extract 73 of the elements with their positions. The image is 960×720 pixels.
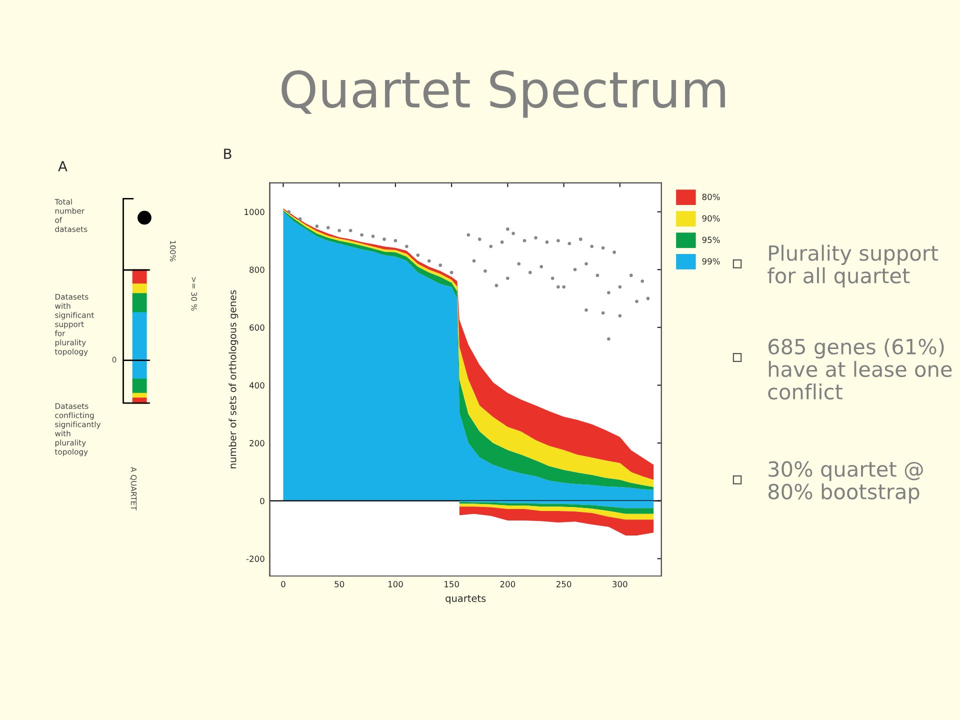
chart-title: B <box>224 148 232 159</box>
y-tick-label: 400 <box>249 382 264 389</box>
point <box>601 246 605 250</box>
point <box>466 233 470 237</box>
x-tick-label: 200 <box>500 581 516 588</box>
point <box>528 270 532 274</box>
x-tick-label: 50 <box>334 581 344 588</box>
point <box>556 285 560 289</box>
legend-label: 95% <box>702 236 720 243</box>
point <box>629 274 633 278</box>
point <box>590 244 594 248</box>
point <box>517 262 521 266</box>
x-tick-label: 0 <box>281 581 286 588</box>
point <box>416 253 420 257</box>
x-tick-label: 150 <box>444 581 459 588</box>
point <box>522 238 526 242</box>
point <box>556 238 560 242</box>
point <box>315 224 319 228</box>
point <box>427 259 431 263</box>
text: Plurality support for all quartet <box>768 244 938 288</box>
point <box>540 265 544 268</box>
y-tick-label: 200 <box>250 440 264 446</box>
point <box>584 262 588 266</box>
point <box>506 227 510 231</box>
point <box>618 285 622 289</box>
text: Quartet Spectrum <box>282 70 725 118</box>
point <box>394 238 398 242</box>
point <box>338 228 342 232</box>
point <box>534 236 538 240</box>
legend-label: 99% <box>702 258 720 264</box>
legend-label: 80% <box>702 194 720 200</box>
legend-label: 90% <box>702 215 720 222</box>
text: A <box>58 161 68 172</box>
point <box>568 242 572 246</box>
x-tick-label: 250 <box>556 581 572 588</box>
point <box>371 234 375 238</box>
point <box>326 226 330 230</box>
point <box>612 250 616 254</box>
point <box>584 308 588 312</box>
point <box>500 240 504 244</box>
point <box>550 276 554 280</box>
y-tick-label: -200 <box>246 556 264 562</box>
point <box>562 285 566 289</box>
x-tick-label: 100 <box>388 581 403 588</box>
point <box>404 244 408 248</box>
text: 30% quartet @ 80% bootstrap <box>768 461 923 504</box>
x-tick-label: 300 <box>612 581 628 588</box>
point <box>606 291 610 294</box>
point <box>484 269 487 273</box>
y-tick-label: 1000 <box>244 208 264 216</box>
point <box>578 238 582 241</box>
point <box>506 276 510 280</box>
point <box>512 232 515 236</box>
y-tick-label: 0 <box>260 498 264 504</box>
y-axis-title: number of sets of orthologous genes <box>228 290 238 468</box>
y-tick-label: 800 <box>250 266 264 273</box>
point <box>601 311 605 315</box>
x-axis-title: quartets <box>446 595 486 604</box>
point <box>596 274 600 278</box>
text: 685 genes (61%) have at lease one conflict <box>768 338 952 400</box>
point <box>489 244 493 248</box>
y-tick-label: 600 <box>250 324 264 331</box>
point <box>287 210 291 214</box>
point <box>438 264 442 267</box>
point <box>382 238 386 241</box>
point <box>360 233 364 237</box>
point <box>545 240 549 244</box>
point <box>640 279 644 283</box>
point <box>618 314 622 318</box>
point <box>606 337 610 341</box>
point <box>478 238 482 241</box>
point <box>635 300 638 304</box>
point <box>348 228 352 232</box>
